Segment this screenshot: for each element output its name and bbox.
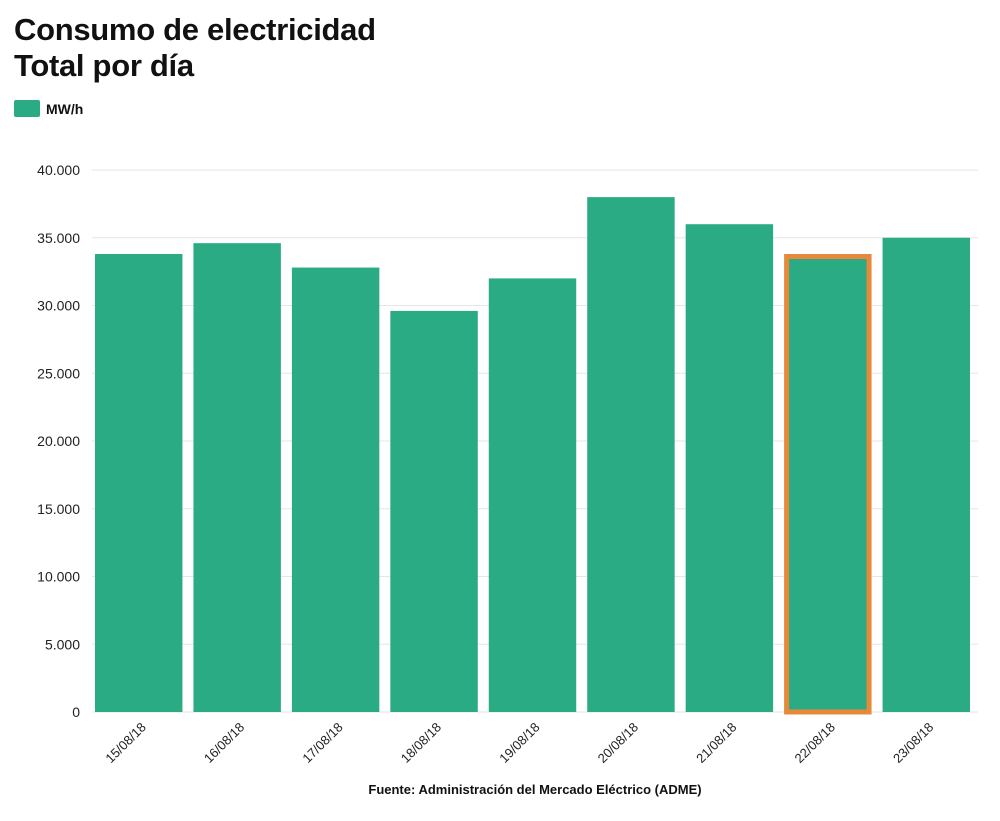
bar: [685, 224, 774, 712]
y-tick-label: 0: [72, 704, 80, 720]
chart-title: Consumo de electricidad Total por día: [14, 12, 376, 84]
x-tick-label: 18/08/18: [398, 720, 444, 766]
source-note: Fuente: Administración del Mercado Eléct…: [368, 782, 702, 797]
y-tick-label: 25.000: [37, 365, 80, 381]
x-tick-label: 20/08/18: [595, 720, 641, 766]
chart-title-line2: Total por día: [14, 48, 194, 83]
bar: [488, 278, 577, 712]
x-tick-label: 21/08/18: [693, 720, 739, 766]
y-tick-label: 20.000: [37, 433, 80, 449]
y-tick-label: 40.000: [37, 162, 80, 178]
bar: [390, 310, 478, 712]
y-tick-label: 35.000: [37, 230, 80, 246]
legend: MW/h: [14, 100, 83, 117]
x-tick-label: 22/08/18: [792, 720, 838, 766]
x-tick-label: 19/08/18: [496, 720, 542, 766]
bar: [193, 243, 281, 713]
y-tick-label: 15.000: [37, 501, 80, 517]
chart-title-line1: Consumo de electricidad: [14, 12, 376, 47]
y-tick-label: 30.000: [37, 298, 80, 314]
legend-swatch: [14, 100, 40, 117]
x-tick-label: 17/08/18: [299, 720, 345, 766]
y-tick-label: 5.000: [45, 636, 80, 652]
bar: [95, 254, 183, 712]
bar-highlighted: [784, 254, 872, 715]
x-tick-label: 23/08/18: [890, 720, 936, 766]
legend-label: MW/h: [46, 100, 84, 117]
bar: [291, 267, 380, 712]
x-tick-label: 15/08/18: [102, 720, 148, 766]
bar: [882, 237, 970, 712]
bar: [587, 197, 675, 713]
x-tick-label: 16/08/18: [201, 720, 247, 766]
y-tick-label: 10.000: [37, 569, 80, 585]
